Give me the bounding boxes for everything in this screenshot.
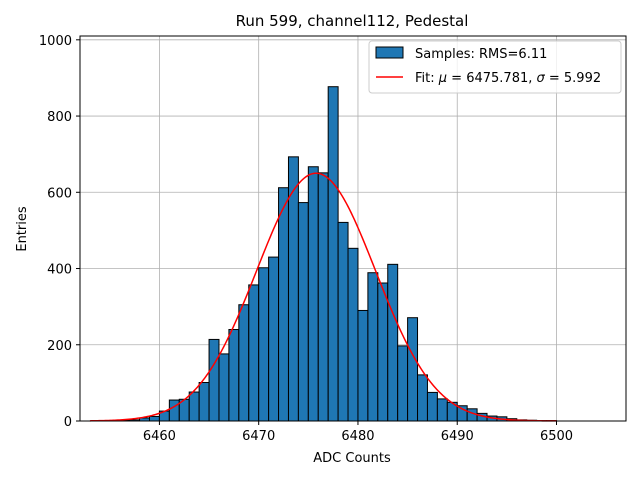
histogram-bar xyxy=(397,345,409,422)
histogram-bar xyxy=(278,187,289,422)
histogram-bar xyxy=(436,398,448,422)
x-tick-label: 6490 xyxy=(441,429,474,444)
histogram-bar xyxy=(347,247,359,422)
axis-ticks: 6460 6470 6480 6490 6500 0 200 400 600 800 1000 xyxy=(39,34,573,444)
histogram-bar xyxy=(208,338,220,422)
plot-frame xyxy=(79,35,627,422)
histogram-bar xyxy=(238,304,250,422)
histogram-bar xyxy=(307,166,319,422)
histogram-bar xyxy=(377,282,389,422)
histogram-bar xyxy=(268,256,280,422)
histogram-bar xyxy=(417,374,428,422)
legend-fit-prefix: Fit: xyxy=(415,71,439,86)
x-tick-label: 6470 xyxy=(242,429,275,444)
y-tick-label: 600 xyxy=(47,186,72,201)
y-tick-label: 800 xyxy=(47,110,72,125)
histogram-bar xyxy=(148,415,160,422)
histogram-bar xyxy=(218,353,230,422)
x-tick-label: 6500 xyxy=(540,429,573,444)
legend-mu-symbol: μ xyxy=(438,71,447,86)
y-tick-label: 0 xyxy=(64,415,72,430)
histogram-bar xyxy=(188,391,200,422)
x-axis-title: ADC Counts xyxy=(313,451,391,466)
histogram-bar xyxy=(297,202,309,422)
fit-curve xyxy=(89,172,557,422)
legend-samples-swatch xyxy=(375,46,404,59)
histogram-bar xyxy=(248,284,260,422)
histogram-bar xyxy=(337,221,349,422)
histogram-bar xyxy=(198,382,210,422)
legend-sigma-symbol: σ xyxy=(537,71,546,86)
chart-title: Run 599, channel112, Pedestal xyxy=(236,12,469,30)
y-tick-label: 400 xyxy=(47,263,72,278)
legend-fit-label: Fit: μ = 6475.781, σ = 5.992 xyxy=(415,71,601,86)
histogram-bar xyxy=(327,86,339,422)
legend: Samples: RMS=6.11 Fit: μ = 6475.781, σ =… xyxy=(368,40,622,94)
legend-box xyxy=(368,40,622,94)
histogram-bar xyxy=(317,172,329,422)
y-tick-label: 200 xyxy=(47,339,72,354)
legend-sigma-value: = 5.992 xyxy=(545,71,601,86)
y-axis-title: Entries xyxy=(15,206,30,252)
histogram-bar xyxy=(367,272,379,422)
x-tick-label: 6480 xyxy=(341,429,374,444)
x-tick-label: 6460 xyxy=(143,429,176,444)
histogram-bar xyxy=(357,309,369,422)
histogram-bars xyxy=(99,86,558,422)
legend-samples-label: Samples: RMS=6.11 xyxy=(415,47,547,62)
legend-mu-value: = 6475.781, xyxy=(447,71,536,86)
histogram-bar xyxy=(426,391,438,422)
histogram-bar xyxy=(228,329,240,422)
y-tick-label: 1000 xyxy=(39,34,72,49)
histogram-bar xyxy=(387,263,399,422)
histogram-bar xyxy=(168,399,180,422)
histogram-bar xyxy=(407,317,419,422)
histogram-bar xyxy=(258,267,270,422)
